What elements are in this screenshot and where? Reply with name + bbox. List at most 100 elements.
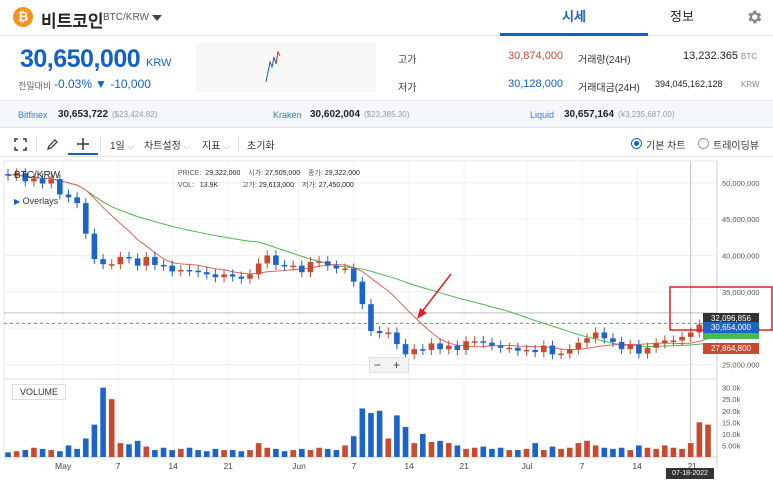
volume-tick-label: 20.0k: [722, 407, 741, 416]
candle-body: [126, 256, 132, 259]
price-tag-current: 30,654,000: [703, 322, 759, 333]
mini-sparkline: [265, 50, 281, 83]
high-label: 고가: [398, 55, 417, 66]
volume-bar: [489, 448, 495, 457]
candle-body: [5, 174, 11, 176]
price-unit: KRW: [146, 57, 172, 69]
volume-bar: [661, 445, 668, 457]
annotations: [417, 273, 773, 331]
chevron-down-icon[interactable]: [152, 15, 162, 21]
coin-pair[interactable]: BTC/KRW: [103, 12, 149, 23]
exchange-name[interactable]: Bitfinex: [18, 110, 48, 120]
volume-bar: [653, 448, 659, 457]
volume-bar: [437, 440, 443, 457]
candle-body: [74, 197, 80, 204]
x-tick-label: 21: [687, 461, 697, 471]
crosshair-date: 07-18-2022: [666, 468, 714, 479]
candle-body: [273, 255, 279, 265]
candle-body: [558, 353, 564, 356]
volume-bar: [117, 443, 124, 457]
candle-body: [143, 256, 150, 266]
candle-body: [281, 264, 288, 267]
chart-settings-label: 차트설정: [144, 141, 181, 152]
fullscreen-icon[interactable]: [14, 138, 27, 151]
exchange-price: 30,657,164: [564, 109, 615, 120]
chevron-down-icon: ⌵: [127, 142, 134, 151]
high-value: 30,874,000: [508, 50, 564, 62]
candle-body: [333, 265, 340, 269]
chart-settings-button[interactable]: 차트설정 ⌵: [144, 137, 190, 152]
volume-bar: [91, 424, 98, 457]
volume-bar: [506, 450, 513, 457]
candle-body: [385, 332, 392, 334]
exchange-name[interactable]: Liquid: [530, 110, 555, 120]
candle-body: [687, 332, 694, 337]
change-label: 전일대비: [18, 81, 52, 91]
price-chart[interactable]: 50,000,000 45,000,000 40,000,000 35,000,000…: [0, 157, 773, 483]
crosshair-icon[interactable]: [76, 137, 90, 151]
y-tick-label: 35,000,000: [722, 288, 760, 297]
candle-body: [255, 263, 262, 275]
candle-body: [515, 347, 521, 351]
interval-select[interactable]: 1일 ⌵: [110, 137, 134, 152]
y-tick-label: 25,000,000: [722, 360, 760, 369]
candle-body: [376, 331, 383, 334]
candle-body: [532, 349, 538, 353]
gear-icon[interactable]: [745, 8, 763, 26]
volume-bar: [195, 450, 201, 457]
chevron-down-icon: ⌵: [223, 142, 230, 151]
current-price: 30,650,000: [20, 45, 141, 73]
pencil-icon[interactable]: [46, 138, 59, 151]
candle-body: [212, 274, 219, 278]
basic-chart-label[interactable]: 기본 차트: [646, 141, 686, 152]
volume-bar: [316, 447, 322, 457]
close-val: 29,322,000: [324, 170, 360, 177]
volume-bar: [350, 436, 357, 457]
overlays-toggle[interactable]: ▶ Overlays: [14, 196, 58, 206]
basic-chart-radio[interactable]: [631, 138, 642, 149]
indicators-button[interactable]: 지표 ⌵: [202, 137, 229, 152]
volume-bar: [307, 450, 314, 457]
volume-bar: [411, 443, 417, 457]
tradingview-radio[interactable]: [698, 138, 709, 149]
high-lbl: 고가:: [242, 182, 257, 189]
tradingview-label[interactable]: 트레이딩뷰: [713, 141, 759, 152]
candle-body: [653, 343, 659, 348]
volume-tick-label: 15.0k: [722, 418, 741, 427]
volume-bar: [65, 445, 72, 457]
candle-body: [601, 332, 608, 339]
reset-button[interactable]: 초기화: [247, 141, 275, 152]
exchange-usd: ($23,385.30): [364, 110, 410, 119]
price-tag-high: 32,096,856: [703, 313, 759, 324]
volume-bar: [134, 440, 141, 457]
candle-body: [661, 340, 668, 344]
x-tick-label: 14: [404, 461, 414, 471]
candle-body: [696, 324, 703, 333]
volume-bar: [22, 450, 29, 457]
volume-bar: [57, 451, 63, 457]
x-tick-label: 14: [168, 461, 178, 471]
open-val: 27,505,000: [265, 170, 301, 177]
tab-market[interactable]: 시세: [500, 0, 648, 36]
candle-body: [186, 270, 193, 272]
coin-name[interactable]: 비트코인: [41, 12, 104, 31]
candle-body: [264, 255, 271, 264]
ohlc-info: PRICE: 29,322,000 시가: 27,505,000 종가: 29,…: [178, 168, 360, 178]
zoom-in-button[interactable]: +: [393, 358, 401, 372]
volume-bar: [169, 450, 176, 457]
candle-body: [411, 349, 417, 355]
tab-info[interactable]: 정보: [670, 9, 694, 24]
volume-bar: [696, 422, 703, 457]
chart-toolbar: 1일 ⌵ 차트설정 ⌵ 지표 ⌵ 초기화 기본 차트 트레이딩뷰: [0, 131, 773, 157]
zoom-out-button[interactable]: −: [374, 358, 382, 372]
volume-bar: [126, 444, 132, 457]
volume-bar: [592, 445, 599, 457]
exchange-usd: (¥3,235,687.00): [618, 110, 675, 119]
x-tick-label: May: [55, 461, 72, 471]
volume-bar: [627, 450, 634, 457]
candle-body: [221, 274, 227, 278]
volume-bar: [523, 448, 530, 457]
exchange-name[interactable]: Kraken: [273, 110, 302, 120]
candle-body: [679, 336, 685, 341]
vol-val: 13.9K: [199, 182, 219, 189]
